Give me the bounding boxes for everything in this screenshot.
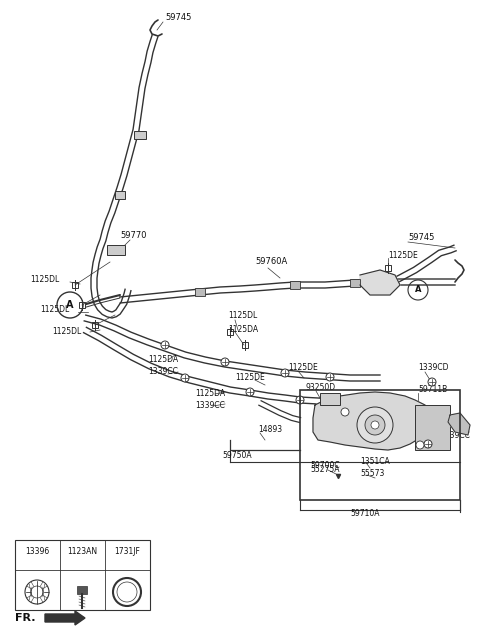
Text: 1125DA: 1125DA [148,356,178,364]
Text: 59770: 59770 [120,231,146,239]
Text: 59745: 59745 [408,234,434,243]
Bar [134,131,146,139]
Text: 59711B: 59711B [418,385,447,394]
Circle shape [281,369,289,377]
Circle shape [181,374,189,382]
Text: 14893: 14893 [258,425,282,434]
Bar [320,393,340,405]
Circle shape [424,440,432,448]
Text: FR.: FR. [15,613,36,623]
Bar [77,586,87,594]
Circle shape [428,378,436,386]
Text: 1125DA: 1125DA [228,326,258,335]
Circle shape [341,408,349,416]
Bar [107,245,125,255]
Text: 55573: 55573 [360,469,384,478]
Bar [350,279,360,287]
Text: A: A [415,286,421,295]
Bar [115,191,125,199]
Text: 93250D: 93250D [305,384,335,392]
Circle shape [365,415,385,435]
Text: 59745: 59745 [165,13,192,22]
Text: 55275A: 55275A [310,465,339,474]
Circle shape [246,388,254,396]
Bar [195,288,205,296]
Text: 1339CC: 1339CC [440,431,470,439]
Polygon shape [448,413,470,435]
Text: 59710A: 59710A [350,509,380,518]
Circle shape [371,421,379,429]
Text: 1339CC: 1339CC [148,368,178,377]
Text: 59750A: 59750A [222,450,252,460]
Circle shape [416,441,424,449]
Bar [290,281,300,289]
Circle shape [117,582,137,602]
Text: 1731JF: 1731JF [114,547,140,556]
Text: 13396: 13396 [25,547,49,556]
Circle shape [221,358,229,366]
Text: 1123AN: 1123AN [67,547,97,556]
Text: 59700C: 59700C [310,460,340,469]
Text: 1125DL: 1125DL [40,305,69,314]
Circle shape [357,407,393,443]
Circle shape [296,396,304,404]
Circle shape [326,373,334,381]
FancyArrow shape [45,611,85,625]
Polygon shape [360,270,400,295]
Circle shape [161,341,169,349]
Text: A: A [66,300,74,310]
Text: 1125DL: 1125DL [30,276,59,284]
Bar [415,405,450,450]
Bar [300,390,460,500]
Bar [15,540,150,610]
Text: 1125DE: 1125DE [235,373,265,382]
Text: 1339CD: 1339CD [418,363,448,373]
Text: 1339CC: 1339CC [195,401,225,410]
Text: 1125DA: 1125DA [195,389,225,398]
Text: 1125DL: 1125DL [52,328,81,337]
Text: 1351CA: 1351CA [360,457,390,467]
Text: 1125DE: 1125DE [388,250,418,260]
Polygon shape [313,392,435,450]
Text: 59760A: 59760A [255,258,287,267]
Text: 1125DL: 1125DL [228,312,257,321]
Text: 1125DE: 1125DE [288,363,318,373]
